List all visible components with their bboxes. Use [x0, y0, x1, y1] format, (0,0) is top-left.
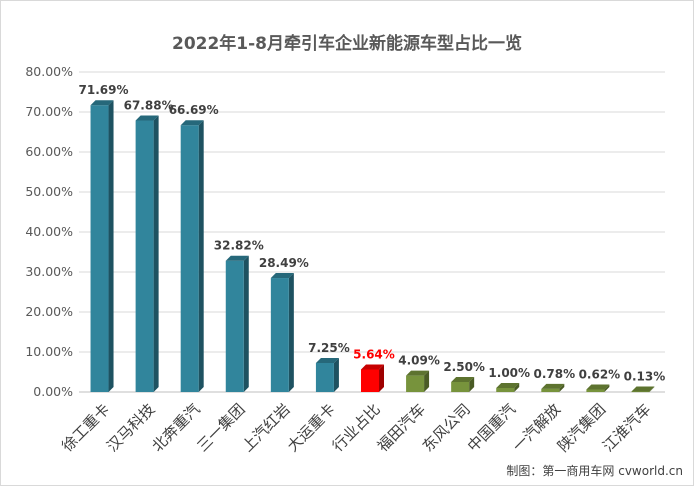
bar-top	[361, 364, 384, 370]
bar-side	[198, 120, 204, 393]
bar	[315, 363, 334, 392]
bar-side	[604, 384, 610, 392]
x-tick-label: 大运重卡	[284, 400, 339, 455]
data-label: 32.82%	[214, 239, 264, 253]
bar-top	[631, 386, 655, 392]
data-label: 7.25%	[308, 341, 350, 355]
bar-side	[559, 383, 565, 392]
bar	[270, 278, 289, 392]
chart-title: 2022年1-8月牵引车企业新能源车型占比一览	[171, 34, 523, 54]
bar-top	[406, 370, 430, 376]
y-tick-label: 40.00%	[25, 224, 73, 239]
bar-side	[514, 383, 520, 392]
y-tick-label: 0.00%	[33, 384, 73, 399]
bar	[496, 388, 515, 392]
x-tick-label: 东风公司	[419, 400, 474, 455]
x-tick-label: 中国重汽	[464, 400, 519, 455]
bar-top	[180, 120, 204, 126]
bar	[90, 105, 109, 393]
bar	[361, 369, 379, 392]
x-tick-label: 三一集团	[193, 400, 248, 455]
bar-top	[270, 273, 294, 279]
bar-side	[288, 273, 294, 392]
bar-side	[243, 255, 249, 392]
x-tick-label: 福田汽车	[374, 400, 429, 455]
y-tick-label: 60.00%	[25, 144, 73, 159]
x-tick-label: 北奔重汽	[148, 400, 203, 455]
bar-top	[586, 384, 610, 390]
data-label: 0.13%	[624, 369, 666, 383]
data-label: 4.09%	[398, 354, 440, 368]
bar	[406, 375, 425, 392]
bar-side	[424, 370, 430, 392]
y-tick-label: 20.00%	[25, 304, 73, 319]
x-tick-label: 陕汽集团	[554, 400, 609, 455]
bar-top	[225, 255, 249, 261]
x-tick-label: 江淮汽车	[599, 400, 654, 455]
x-tick-label: 汉马科技	[103, 400, 158, 455]
data-label: 0.78%	[533, 367, 575, 381]
bar	[586, 389, 605, 392]
bar-side	[108, 100, 114, 393]
bar-top	[315, 358, 339, 363]
data-label: 5.64%	[353, 347, 395, 361]
bar-side	[379, 364, 384, 392]
bar	[225, 260, 244, 392]
bar	[180, 125, 199, 393]
bar-top	[451, 377, 475, 382]
bar	[451, 382, 470, 392]
data-label: 1.00%	[488, 366, 530, 380]
data-label: 67.88%	[124, 98, 174, 112]
bar-side	[153, 115, 159, 392]
bar-side	[333, 358, 339, 392]
data-label: 2.50%	[443, 360, 485, 374]
bar-top	[135, 115, 159, 121]
y-tick-label: 70.00%	[25, 104, 73, 119]
bar	[541, 388, 560, 392]
bar-top	[90, 100, 114, 106]
y-tick-label: 30.00%	[25, 264, 73, 279]
bar-top	[541, 383, 565, 389]
x-tick-label: 行业占比	[329, 400, 384, 455]
bar-side	[649, 386, 655, 392]
x-tick-label: 上汽红岩	[239, 400, 294, 455]
y-tick-label: 50.00%	[25, 184, 73, 199]
x-tick-label: 一汽解放	[509, 400, 564, 455]
data-label: 0.62%	[579, 368, 621, 382]
data-label: 28.49%	[259, 256, 309, 270]
bar	[135, 120, 154, 392]
x-tick-label: 徐工重卡	[58, 400, 113, 455]
source-credit: 制图：第一商用车网 cvworld.cn	[506, 464, 683, 478]
y-tick-label: 80.00%	[25, 64, 73, 79]
y-tick-label: 10.00%	[25, 344, 73, 359]
data-label: 66.69%	[169, 103, 219, 117]
bar	[631, 391, 650, 393]
data-label: 71.69%	[79, 83, 129, 97]
bar-top	[496, 383, 520, 388]
